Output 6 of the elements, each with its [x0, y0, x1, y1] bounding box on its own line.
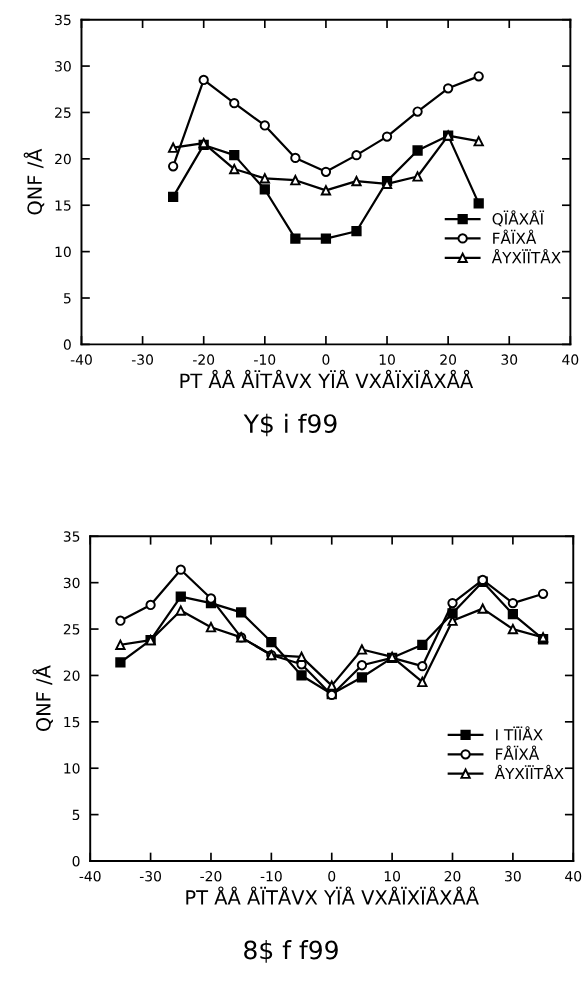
text: Y$ i f99: [243, 413, 337, 437]
text: 8$ f f99: [244, 940, 338, 963]
x-axis-title: PT ÅÅ ÅÏTÅVX YÏÅ VXÅÏXÏÅXÅÅ: [180, 369, 474, 388]
y-axis-title: QNF /Å: [32, 665, 53, 732]
y-axis-title: QNF /Å: [23, 148, 45, 215]
x-axis-title: PT ÅÅ ÅÏTÅVX YÏÅ VXÅÏXÏÅXÅÅ: [186, 886, 479, 905]
